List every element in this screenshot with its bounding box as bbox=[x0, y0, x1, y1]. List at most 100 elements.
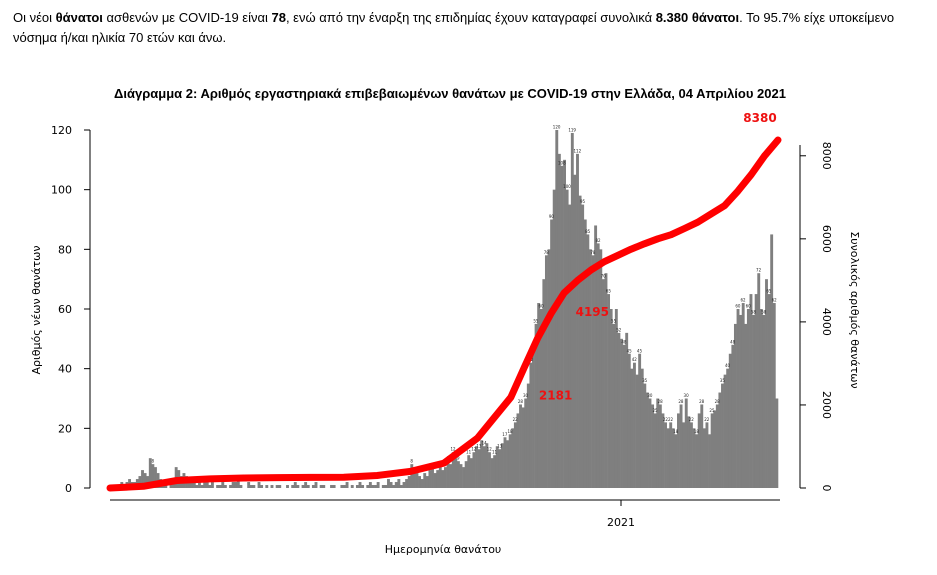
bar bbox=[446, 461, 450, 488]
bar bbox=[772, 303, 776, 488]
bar bbox=[643, 383, 647, 488]
bar bbox=[418, 476, 421, 488]
bar bbox=[405, 479, 409, 488]
bar-value-label: 22 bbox=[663, 417, 669, 422]
x-axis-label: Ημερομηνία θανάτου bbox=[385, 543, 502, 556]
bar bbox=[744, 323, 748, 488]
bar bbox=[154, 467, 157, 488]
bar bbox=[358, 482, 362, 488]
bar bbox=[511, 428, 515, 488]
bar-value-label: 35 bbox=[642, 378, 648, 383]
bar bbox=[702, 428, 706, 488]
bar-value-label: 40 bbox=[725, 363, 731, 368]
bar-value-label: 12 bbox=[471, 447, 477, 452]
right-tick-label: 4000 bbox=[820, 308, 833, 336]
bar bbox=[661, 413, 665, 488]
bar bbox=[449, 464, 453, 488]
bar bbox=[392, 485, 396, 488]
bar-value-label: 18 bbox=[694, 429, 700, 434]
bar-value-label: 11 bbox=[492, 450, 498, 455]
bar bbox=[651, 404, 655, 488]
cumulative-annotation: 8380 bbox=[743, 111, 776, 125]
bar bbox=[231, 482, 235, 488]
bar-labels: 8 891291112131412111317182228304255607890… bbox=[151, 125, 777, 464]
bar-value-label: 90 bbox=[549, 214, 555, 219]
bar-value-label: 18 bbox=[673, 429, 679, 434]
bar bbox=[775, 398, 779, 488]
left-ticks: 0 20 40 60 80 100 120 bbox=[51, 124, 90, 495]
left-tick-label: 120 bbox=[51, 124, 72, 137]
bar bbox=[311, 485, 315, 488]
bar bbox=[464, 461, 468, 488]
bar bbox=[739, 314, 743, 488]
bar bbox=[648, 398, 652, 488]
bar-value-label: 35 bbox=[720, 378, 726, 383]
bar-value-label: 60 bbox=[746, 304, 752, 309]
bar bbox=[412, 470, 416, 488]
bar bbox=[754, 294, 758, 488]
bar bbox=[583, 219, 587, 488]
bar bbox=[705, 422, 709, 488]
bar bbox=[234, 482, 238, 488]
bar bbox=[664, 422, 667, 488]
bar bbox=[697, 413, 701, 488]
bar bbox=[638, 353, 642, 488]
bar bbox=[223, 485, 227, 488]
bar-value-label: 48 bbox=[730, 339, 736, 344]
bar bbox=[710, 413, 714, 488]
bar bbox=[195, 485, 199, 488]
bar-value-label: 13 bbox=[497, 444, 503, 449]
bar bbox=[441, 470, 445, 488]
bar-value-label: 11 bbox=[466, 450, 472, 455]
bar bbox=[708, 434, 711, 488]
bar bbox=[456, 461, 460, 488]
bar bbox=[444, 467, 447, 488]
bar-value-label: 28 bbox=[678, 399, 684, 404]
bar bbox=[402, 482, 406, 488]
right-tick-label: 6000 bbox=[820, 225, 833, 253]
bar bbox=[236, 479, 240, 488]
right-tick-label: 8000 bbox=[820, 142, 833, 170]
bar-value-label: 12 bbox=[451, 447, 457, 452]
bar-value-label: 25 bbox=[709, 408, 715, 413]
bar bbox=[164, 485, 168, 488]
bar bbox=[436, 470, 440, 488]
cumulative-line-path bbox=[106, 136, 782, 492]
bar bbox=[677, 413, 680, 488]
bar bbox=[389, 482, 393, 488]
bar-value-label: 55 bbox=[611, 318, 617, 323]
bar-value-label: 9 bbox=[457, 456, 460, 461]
left-tick-label: 40 bbox=[58, 363, 72, 376]
bar-value-label: 78 bbox=[544, 250, 550, 255]
bar bbox=[601, 279, 605, 488]
left-tick-label: 80 bbox=[58, 243, 72, 256]
bar-value-label: 82 bbox=[596, 238, 602, 243]
bar bbox=[695, 434, 699, 488]
bar bbox=[576, 153, 579, 488]
bar-value-label: 60 bbox=[735, 304, 741, 309]
bar-value-label: 17 bbox=[502, 432, 508, 437]
bar bbox=[376, 482, 380, 488]
intro-paragraph: Οι νέοι θάνατοι ασθενών με COVID-19 είνα… bbox=[13, 8, 913, 48]
bar bbox=[620, 338, 623, 488]
bar-value-label: 30 bbox=[647, 393, 653, 398]
bar bbox=[490, 458, 494, 488]
bar-value-label: 48 bbox=[621, 339, 627, 344]
bar bbox=[721, 383, 724, 488]
bar bbox=[270, 485, 274, 488]
bar bbox=[627, 353, 631, 488]
bar-value-label: 112 bbox=[574, 148, 582, 153]
bar bbox=[304, 482, 308, 488]
bar-value-label: 65 bbox=[606, 289, 612, 294]
bar-value-label: 22 bbox=[513, 417, 519, 422]
bar bbox=[506, 440, 510, 488]
bar bbox=[563, 159, 566, 488]
bar bbox=[477, 449, 481, 488]
bar bbox=[622, 344, 626, 488]
bar bbox=[736, 309, 740, 488]
bar bbox=[301, 485, 305, 488]
bar bbox=[459, 464, 463, 488]
bar bbox=[718, 392, 722, 488]
cumulative-annotation: 2181 bbox=[539, 388, 572, 402]
bar bbox=[733, 323, 737, 488]
